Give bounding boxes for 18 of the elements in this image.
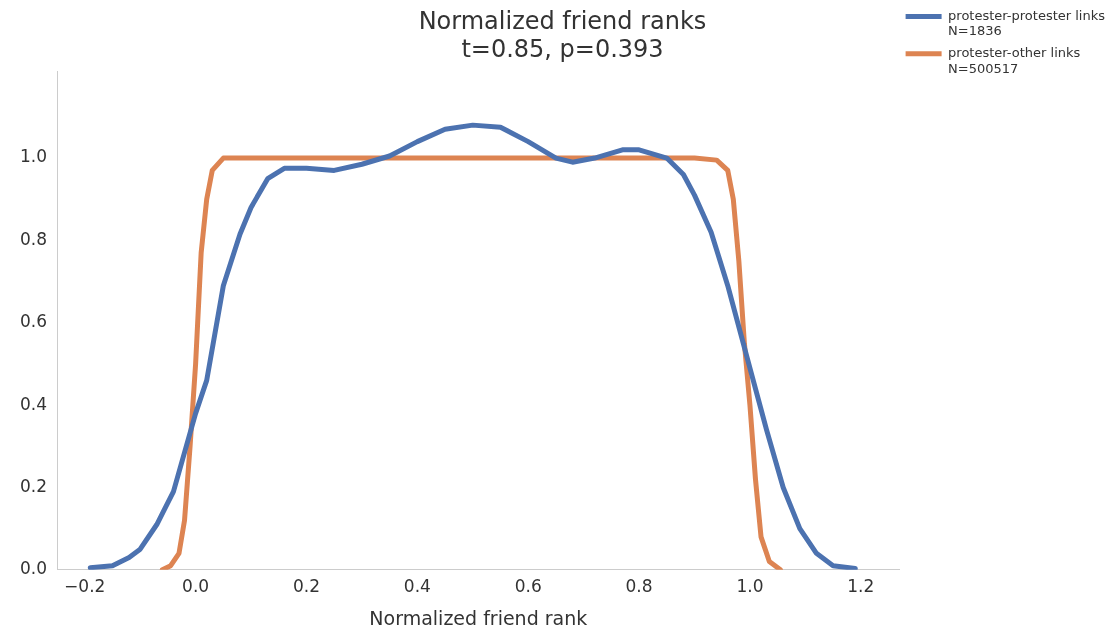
- x-tick-label: 0.4: [403, 576, 431, 597]
- y-tick-label: 0.2: [19, 475, 48, 496]
- x-tick-label: −0.2: [64, 576, 106, 597]
- x-tick-label: 0.8: [625, 576, 653, 597]
- y-tick-label: 0.0: [19, 558, 48, 579]
- x-tick-label: 1.0: [736, 576, 764, 597]
- legend-label: protester-other links N=500517: [948, 45, 1081, 76]
- legend-label: protester-protester links N=1836: [948, 7, 1106, 39]
- x-tick-label: 1.2: [847, 576, 875, 597]
- y-tick-label: 0.8: [19, 228, 48, 249]
- y-tick-label: 0.6: [19, 311, 48, 332]
- y-tick-label: 1.0: [19, 146, 48, 167]
- x-axis-title: Normalized friend rank: [369, 606, 588, 629]
- x-tick-label: 0.2: [292, 576, 320, 597]
- y-tick-label: 0.4: [19, 393, 48, 414]
- chart-title: Normalized friend ranks t=0.85, p=0.393: [418, 6, 707, 64]
- x-tick-label: 0.0: [182, 576, 210, 597]
- x-tick-label: 0.6: [514, 576, 542, 597]
